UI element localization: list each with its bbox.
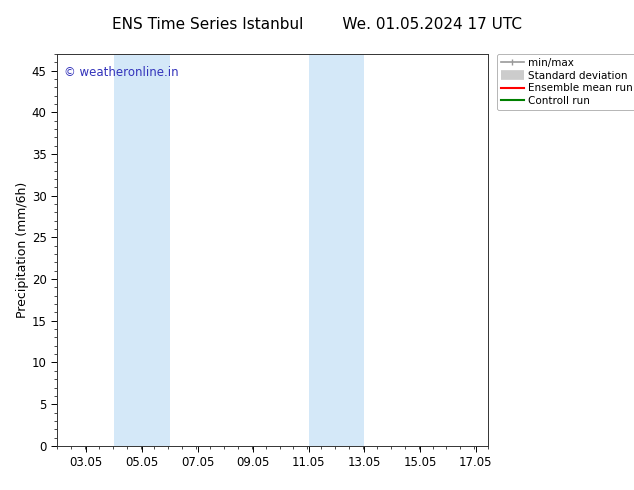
Legend: min/max, Standard deviation, Ensemble mean run, Controll run: min/max, Standard deviation, Ensemble me… (497, 54, 634, 110)
Bar (309, 54, 365, 446)
Y-axis label: Precipitation (mm/6h): Precipitation (mm/6h) (16, 182, 29, 318)
Text: ENS Time Series Istanbul        We. 01.05.2024 17 UTC: ENS Time Series Istanbul We. 01.05.2024 … (112, 17, 522, 32)
Text: © weatheronline.in: © weatheronline.in (63, 66, 178, 79)
Bar (114, 54, 170, 446)
